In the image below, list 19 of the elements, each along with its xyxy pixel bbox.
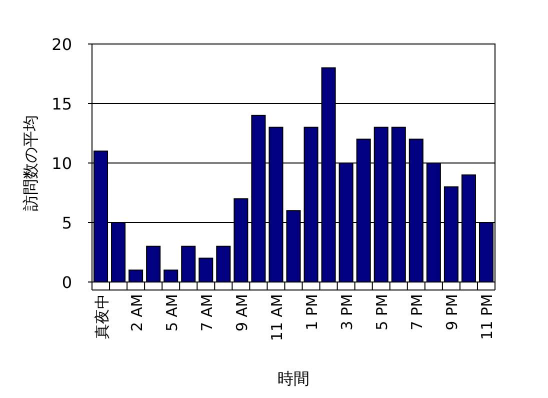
y-tick-label: 20 <box>52 35 72 54</box>
x-tick-label: 2 AM <box>128 294 146 332</box>
x-tick-label: 11 PM <box>478 294 496 340</box>
x-tick-label: 11 AM <box>268 294 286 342</box>
x-tick-label: 7 AM <box>198 294 216 332</box>
x-axis-title: 時間 <box>278 369 310 388</box>
x-tick-label: 9 AM <box>232 294 251 332</box>
x-tick-label: 5 PM <box>373 294 392 330</box>
y-tick-label: 5 <box>62 214 72 232</box>
x-tick-label: 1 PM <box>303 294 322 330</box>
x-tick-label: 9 PM <box>443 294 462 330</box>
y-tick-label: 10 <box>52 154 72 173</box>
y-tick-label: 0 <box>62 273 72 292</box>
y-tick-label: 15 <box>52 94 72 114</box>
x-tick-label: 真夜中 <box>92 294 111 339</box>
x-tick-label: 5 AM <box>162 294 181 332</box>
x-tick-label: 7 PM <box>408 294 426 330</box>
x-tick-label: 3 PM <box>338 294 356 330</box>
y-axis-title: 訪問数の平均 <box>21 115 40 211</box>
